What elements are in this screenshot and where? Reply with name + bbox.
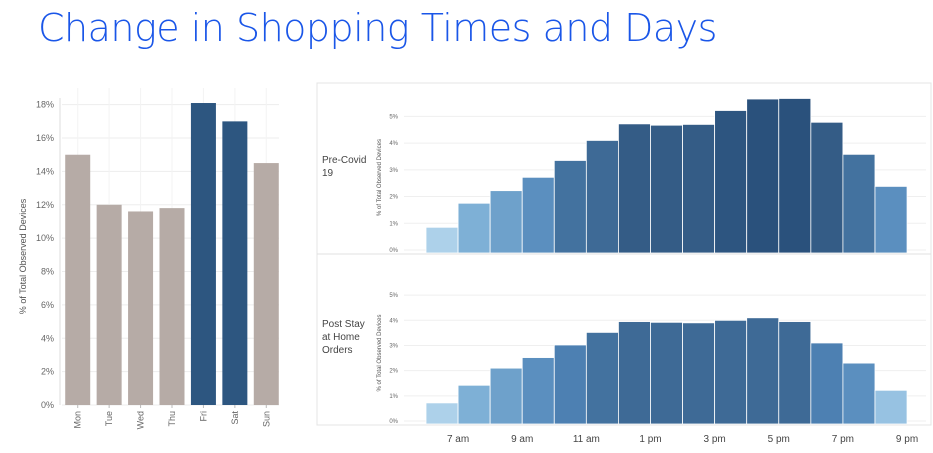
y-axis-label: % of Total Observed Devices — [377, 315, 383, 392]
y-tick-label: 1% — [389, 394, 398, 400]
y-tick-label: 2% — [41, 367, 54, 377]
bar-7-8-am — [457, 202, 491, 254]
facet-row-label: Post Stay at Home Orders — [322, 319, 365, 356]
bar-5-6-pm — [778, 98, 812, 254]
bar-10-11-am — [553, 160, 587, 254]
x-tick-label: 5 pm — [768, 434, 790, 445]
x-tick-label: Mon — [73, 411, 83, 429]
bar-2-3-pm — [682, 123, 716, 254]
bar-7-8-pm — [842, 153, 876, 254]
y-tick-label: 5% — [389, 114, 398, 120]
bar-mon — [65, 154, 91, 405]
y-axis-label: % of Total Observed Devices — [377, 139, 383, 216]
x-tick-label: Sat — [230, 411, 240, 425]
bar-11-am-12-pm — [585, 140, 619, 254]
bar-11-am-12-pm — [585, 331, 619, 425]
bar-12-1-pm — [618, 123, 651, 254]
facet-row-label: Pre-Covid 19 — [322, 155, 366, 179]
bar-12-1-pm — [618, 321, 651, 425]
x-tick-label: Thu — [167, 411, 177, 427]
bar-1-2-pm — [650, 124, 683, 254]
y-tick-label: 0% — [41, 400, 54, 410]
bar-sat — [222, 121, 248, 406]
x-tick-label: 1 pm — [639, 434, 661, 445]
bar-tue — [96, 204, 122, 405]
y-tick-label: 8% — [41, 267, 54, 277]
x-tick-label: 7 pm — [832, 434, 854, 445]
y-tick-label: 0% — [389, 248, 398, 254]
bar-6-7-am — [425, 226, 459, 254]
x-tick-label: Tue — [104, 411, 114, 426]
bar-8-9-pm — [874, 389, 908, 425]
y-axis-label: % of Total Observed Devices — [18, 198, 28, 314]
y-tick-label: 2% — [389, 195, 398, 201]
bar-3-4-pm — [714, 110, 748, 254]
y-tick-label: 0% — [389, 419, 398, 425]
y-tick-label: 10% — [36, 233, 54, 243]
y-tick-label: 4% — [41, 333, 54, 343]
x-tick-label: 3 pm — [704, 434, 726, 445]
y-tick-label: 14% — [36, 166, 54, 176]
bar-5-6-pm — [778, 321, 812, 425]
bar-7-8-am — [457, 384, 491, 425]
y-tick-label: 18% — [36, 100, 54, 110]
bar-7-8-pm — [842, 362, 876, 425]
y-tick-label: 6% — [41, 300, 54, 310]
bar-4-5-pm — [746, 317, 780, 425]
y-tick-label: 5% — [389, 293, 398, 299]
bar-8-9-am — [489, 367, 523, 425]
bar-6-7-pm — [810, 342, 844, 425]
bar-3-4-pm — [714, 319, 748, 425]
hour-of-day-chart: 0% 1% 2% 3% 4% 5% % of Total Observed Devices P… — [316, 82, 932, 445]
x-tick-label: Sun — [261, 411, 271, 427]
y-tick-label: 4% — [389, 141, 398, 147]
day-of-week-chart: 0% 2% 4% 6% 8% 10% 12% 14% 16% 18% Mon Tue Wed Thu Fri… — [18, 88, 286, 429]
x-tick-label: Fri — [198, 411, 208, 422]
bar-9-10-am — [521, 357, 555, 425]
bar-10-11-am — [553, 344, 587, 425]
bar-4-5-pm — [746, 98, 780, 254]
bar-thu — [159, 208, 185, 405]
x-tick-label: Wed — [136, 411, 146, 429]
x-tick-label: 11 am — [573, 434, 600, 445]
bar-8-9-pm — [874, 185, 908, 254]
x-tick-label: 9 am — [511, 434, 533, 445]
y-tick-label: 16% — [36, 133, 54, 143]
y-tick-label: 12% — [36, 200, 54, 210]
x-tick-label: 7 am — [447, 434, 469, 445]
y-tick-label: 2% — [389, 369, 398, 375]
y-tick-label: 3% — [389, 343, 398, 349]
y-tick-label: 4% — [389, 318, 398, 324]
page-title: Change in Shopping Times and Days — [38, 6, 717, 50]
y-tick-label: 1% — [389, 221, 398, 227]
bar-fri — [190, 103, 216, 405]
bar-2-3-pm — [682, 322, 716, 425]
bar-9-10-am — [521, 176, 555, 254]
bar-1-2-pm — [650, 321, 683, 425]
bar-wed — [128, 211, 154, 405]
bar-6-7-pm — [810, 121, 844, 254]
bar-6-7-am — [425, 402, 459, 425]
bar-8-9-am — [489, 190, 523, 254]
bar-sun — [253, 163, 279, 405]
x-tick-label: 9 pm — [896, 434, 918, 445]
y-tick-label: 3% — [389, 168, 398, 174]
